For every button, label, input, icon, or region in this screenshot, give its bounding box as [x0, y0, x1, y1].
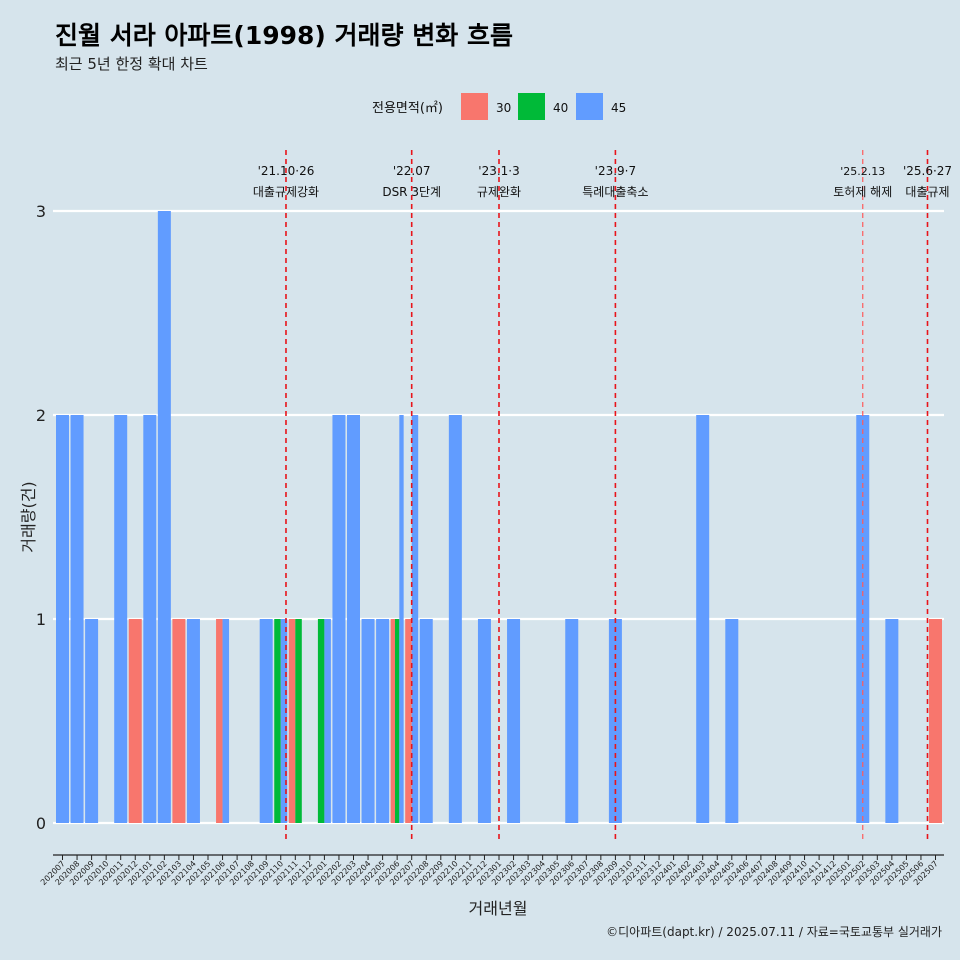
bar: [324, 619, 331, 823]
event-date: '25.6·27: [903, 164, 952, 178]
bar: [696, 415, 710, 823]
event-label: 규제완화: [477, 185, 521, 199]
event-date: '25.2.13: [840, 165, 885, 178]
event-label: 대출규제: [905, 185, 949, 199]
bar: [222, 619, 230, 823]
bar: [929, 619, 942, 823]
bar: [419, 619, 433, 823]
bar: [477, 619, 491, 823]
event-date: '23.9·7: [595, 164, 636, 178]
bar: [128, 619, 142, 823]
bar: [390, 619, 395, 823]
chart-title: 진월 서라 아파트(1998) 거래량 변화 흐름: [55, 21, 513, 50]
bar: [186, 619, 200, 823]
legend: 전용면적(㎡) 30 40 45: [372, 93, 626, 120]
bar: [565, 619, 579, 823]
legend-swatch: [461, 93, 488, 120]
legend-swatch: [518, 93, 545, 120]
chart-subtitle: 최근 5년 한정 확대 차트: [55, 55, 208, 73]
bar: [216, 619, 223, 823]
event-date: '23.1·3: [478, 164, 519, 178]
y-tick-label: 3: [36, 202, 46, 221]
bar: [157, 211, 171, 823]
bar: [448, 415, 462, 823]
bar: [394, 619, 400, 823]
legend-label: 40: [553, 101, 568, 115]
y-tick-label: 0: [36, 814, 46, 833]
bar: [332, 415, 346, 823]
y-axis-title: 거래량(건): [19, 481, 38, 552]
event-label: 대출규제강화: [253, 185, 319, 199]
legend-swatch: [576, 93, 603, 120]
bars: [56, 211, 942, 823]
bar: [70, 415, 84, 823]
bar: [114, 415, 128, 823]
bar: [399, 415, 404, 823]
bar: [288, 619, 296, 823]
bar: [172, 619, 186, 823]
bar: [295, 619, 302, 823]
event-label: 토허제 해제: [833, 185, 892, 199]
bar: [507, 619, 521, 823]
bar: [317, 619, 325, 823]
event-date: '21.10·26: [258, 164, 315, 178]
bar: [259, 619, 273, 823]
bar: [56, 415, 69, 823]
y-tick-label: 1: [36, 610, 46, 629]
y-axis: 0 1 2 3: [36, 202, 46, 833]
legend-label: 45: [611, 101, 626, 115]
bar: [274, 619, 281, 823]
x-axis-title: 거래년월: [469, 899, 528, 918]
bar: [411, 415, 419, 823]
bar: [85, 619, 99, 823]
legend-title: 전용면적(㎡): [372, 101, 443, 116]
bar: [280, 619, 288, 823]
bar: [361, 619, 375, 823]
event-label: DSR 3단계: [382, 185, 441, 199]
legend-label: 30: [496, 101, 511, 115]
bar: [347, 415, 360, 823]
event-lines: '21.10·26 대출규제강화 '22.07 DSR 3단계 '23.1·3 규제완화 '…: [253, 150, 952, 840]
event-label: 특례대출축소: [582, 185, 648, 199]
bar: [725, 619, 739, 823]
bar: [143, 415, 157, 823]
bar: [885, 619, 899, 823]
event-date: '22.07: [393, 164, 431, 178]
bar: [405, 619, 412, 823]
y-tick-label: 2: [36, 406, 46, 425]
bar: [376, 619, 390, 823]
caption: ©디아파트(dapt.kr) / 2025.07.11 / 자료=국토교통부 실…: [606, 925, 942, 939]
